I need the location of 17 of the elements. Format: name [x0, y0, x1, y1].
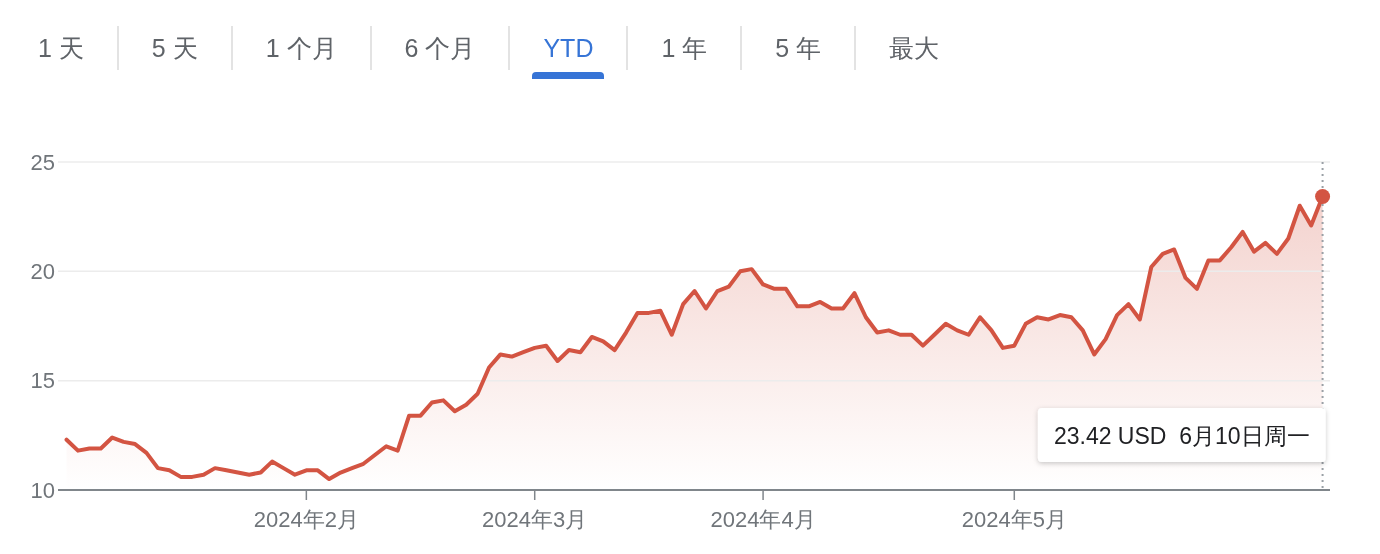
y-tick-label: 20	[30, 258, 55, 284]
tab: YTD	[508, 26, 627, 70]
x-tick-label: 2024年4月	[710, 507, 816, 532]
y-tick-label: 10	[30, 477, 55, 503]
tab: 1 个月	[230, 26, 370, 70]
tab: 5 天	[116, 26, 231, 70]
tab: 6 个月	[369, 26, 509, 70]
x-tick-label: 2024年5月	[961, 507, 1067, 532]
tab: 5 年	[740, 26, 855, 70]
tooltip-text: 23.42 USD 6月10日周一	[1053, 423, 1310, 449]
x-tick-label: 2024年2月	[253, 507, 359, 532]
y-tick-label: 15	[30, 368, 55, 394]
y-tick-label: 25	[30, 149, 55, 175]
x-tick-label: 2024年3月	[482, 507, 588, 532]
tab: 1 天	[5, 26, 117, 70]
tab: 最大	[854, 26, 973, 70]
tab: 1 年	[626, 26, 741, 70]
